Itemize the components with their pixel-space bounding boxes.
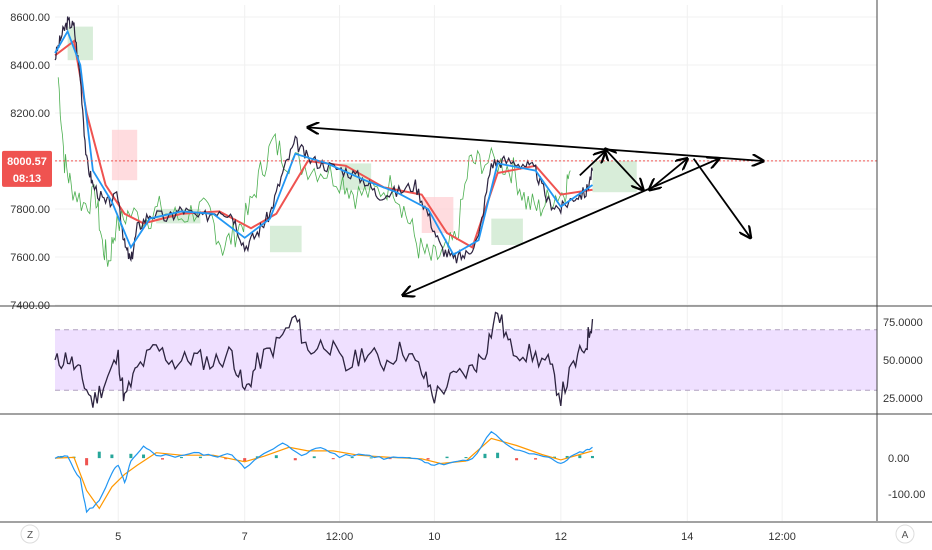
countdown-label: 08:13 [13, 173, 41, 185]
macd-histogram-bar [590, 455, 594, 459]
rsi-band [55, 329, 877, 391]
macd-histogram-bar [97, 451, 101, 459]
current-price-label: 8000.57 [7, 156, 47, 168]
rsi-tick-label: 25.0000 [883, 393, 923, 405]
macd-histogram-bar [255, 456, 259, 459]
x-tick-label: 12:00 [768, 531, 796, 543]
macd-histogram-bar [388, 458, 392, 460]
current-price-tag: 8000.57 08:13 [2, 150, 52, 187]
macd-histogram-bar [565, 455, 569, 459]
x-tick-label: 12:00 [326, 531, 354, 543]
auto-scale-button[interactable]: A [895, 524, 915, 544]
macd-histogram-bar [224, 458, 228, 460]
macd-histogram-bar [293, 458, 297, 461]
price-tick-label: 8200.00 [10, 108, 50, 120]
x-tick-label: 5 [115, 531, 121, 543]
auto-scale-button-label: A [902, 530, 909, 541]
macd-histogram-bar [426, 458, 430, 460]
macd-histogram-bar [578, 455, 582, 459]
wave-3[interactable] [692, 158, 751, 238]
rsi-line [54, 311, 594, 408]
price-tick-label: 7600.00 [10, 252, 50, 264]
wave-2[interactable] [649, 159, 687, 190]
ichimoku-cloud [269, 225, 302, 253]
x-tick-label: 7 [242, 531, 248, 543]
signal-line [54, 437, 593, 510]
macd-tick-label: 0.00 [888, 453, 909, 465]
macd-histogram-bar [553, 456, 557, 459]
ichimoku-cloud [111, 129, 138, 181]
macd-histogram-bar [496, 452, 500, 459]
macd-histogram-bar [350, 457, 354, 459]
resistance-line[interactable] [308, 127, 763, 161]
rsi-tick-label: 75.0000 [883, 317, 923, 329]
macd-histogram-bar [445, 456, 449, 459]
price-tick-label: 8400.00 [10, 60, 50, 72]
wave-1[interactable] [605, 149, 643, 190]
macd-histogram-bar [369, 457, 373, 459]
left-scale-button-label: Z [27, 530, 33, 541]
price-tick-label: 7800.00 [10, 204, 50, 216]
macd-histogram-bar [142, 454, 146, 459]
price-tick-label: 8600.00 [10, 12, 50, 24]
macd-histogram-bar [85, 458, 89, 466]
macd-tick-label: -100.00 [888, 489, 925, 501]
x-tick-label: 14 [681, 531, 693, 543]
macd-histogram-bar [110, 454, 114, 459]
macd-histogram-bar [312, 456, 316, 459]
macd-histogram-bar [160, 458, 164, 460]
macd-histogram-bar [534, 458, 538, 460]
rsi-tick-label: 50.0000 [883, 355, 923, 367]
macd-histogram-bar [331, 458, 335, 460]
macd-histogram-bar [515, 458, 519, 461]
macd-panel[interactable] [54, 430, 594, 514]
macd-histogram-bar [243, 458, 247, 461]
left-scale-button[interactable]: Z [20, 524, 40, 544]
macd-line [54, 430, 593, 514]
macd-histogram-bar [483, 453, 487, 459]
x-tick-label: 12 [555, 531, 567, 543]
macd-histogram-bar [198, 456, 202, 459]
macd-histogram-bar [274, 455, 278, 459]
trend-drawings[interactable] [308, 127, 763, 295]
x-tick-label: 10 [428, 531, 440, 543]
ichimoku-cloud [491, 218, 523, 245]
macd-histogram-bar [464, 457, 468, 459]
rsi-panel[interactable] [54, 311, 877, 408]
price-tick-label: 7400.00 [10, 300, 50, 312]
macd-histogram-bar [129, 453, 133, 459]
macd-histogram-bar [179, 457, 183, 459]
